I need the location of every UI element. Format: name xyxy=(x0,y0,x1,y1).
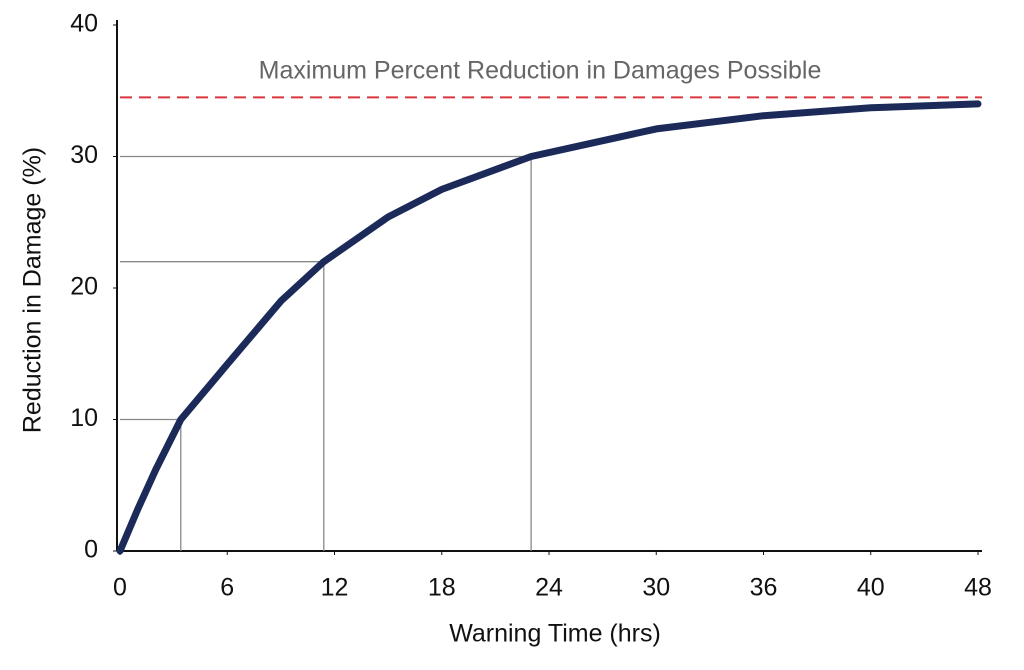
y-axis-title: Reduction in Damage (%) xyxy=(19,147,47,433)
x-tick-label: 0 xyxy=(113,574,127,602)
x-tick-label: 40 xyxy=(857,574,885,602)
annotation: Maximum Percent Reduction in Damages Pos… xyxy=(259,57,822,85)
y-tick-label: 0 xyxy=(84,536,98,564)
x-tick-label: 36 xyxy=(750,574,778,602)
y-tick-label: 20 xyxy=(70,273,98,301)
x-tick-label: 48 xyxy=(964,574,992,602)
x-tick-label: 30 xyxy=(642,574,670,602)
x-tick-label: 24 xyxy=(535,574,563,602)
y-tick-label: 30 xyxy=(70,141,98,169)
curve xyxy=(116,100,982,555)
x-tick-label: 18 xyxy=(428,574,456,602)
x-axis-title: Warning Time (hrs) xyxy=(449,620,661,648)
x-tick-label: 12 xyxy=(321,574,349,602)
x-tick-label: 6 xyxy=(220,574,234,602)
y-tick-label: 40 xyxy=(70,10,98,38)
y-tick-label: 10 xyxy=(70,404,98,432)
